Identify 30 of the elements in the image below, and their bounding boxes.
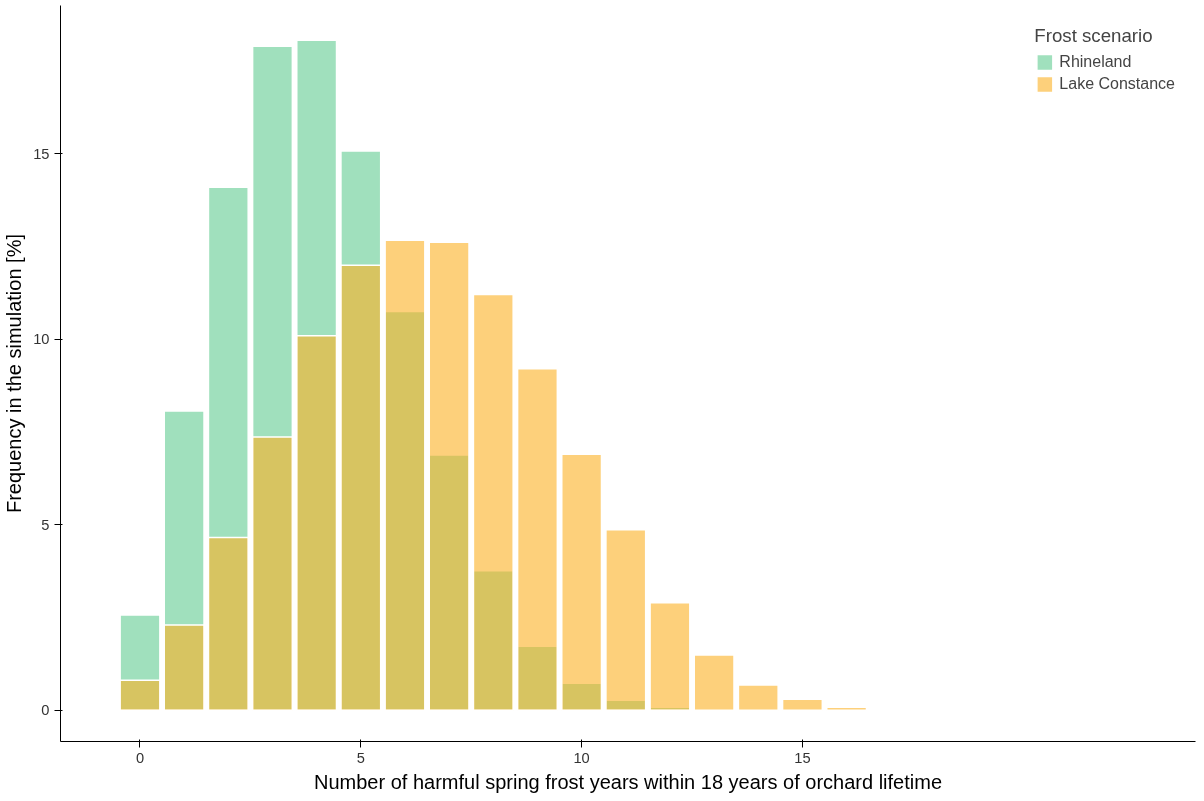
y-tick-label: 5: [41, 516, 50, 533]
bar: [737, 684, 779, 712]
x-tick-label: 5: [356, 749, 365, 766]
x-tick-label: 10: [573, 749, 590, 766]
y-tick-label: 10: [33, 331, 50, 348]
bar: [825, 706, 868, 712]
bar: [649, 602, 691, 712]
bar: [472, 293, 514, 712]
bar: [384, 239, 426, 712]
x-axis-title: Number of harmful spring frost years within 18 years of orchard lifetime: [313, 770, 943, 793]
y-tick-label: 15: [33, 145, 50, 162]
legend-label: Lake Constance: [1059, 75, 1175, 93]
legend-label: Rhineland: [1059, 53, 1132, 71]
x-tick-label: 0: [135, 749, 145, 766]
bar: [605, 528, 647, 712]
y-tick-label: 0: [41, 702, 50, 719]
bar: [781, 698, 824, 712]
legend-title: Frost scenario: [1034, 25, 1154, 47]
bar: [516, 367, 559, 712]
bar: [296, 334, 338, 712]
bar: [340, 264, 382, 712]
bar: [163, 624, 205, 712]
bar: [561, 453, 603, 712]
y-axis-title: Frequency in the simulation [%]: [3, 233, 26, 514]
bar: [428, 241, 470, 712]
bar: [693, 654, 735, 712]
bar: [119, 679, 161, 712]
bar: [251, 436, 294, 712]
bar: [207, 536, 249, 712]
x-tick-label: 15: [794, 749, 811, 766]
